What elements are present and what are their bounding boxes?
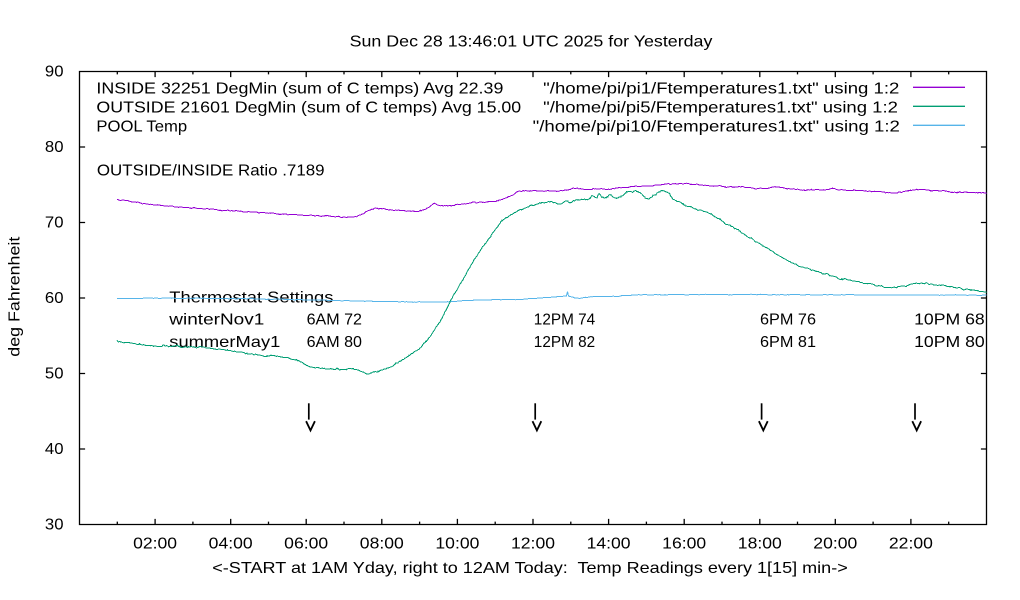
- svg-text:22:00: 22:00: [889, 536, 933, 553]
- svg-text:10:00: 10:00: [435, 536, 479, 553]
- svg-text:OUTSIDE 21601 DegMin (sum of C: OUTSIDE 21601 DegMin (sum of C temps) Av…: [96, 99, 521, 116]
- svg-text:10PM 80: 10PM 80: [914, 334, 985, 351]
- svg-text:"/home/pi/pi5/Ftemperatures1.t: "/home/pi/pi5/Ftemperatures1.txt" using …: [543, 99, 898, 116]
- svg-text:50: 50: [45, 366, 64, 383]
- svg-text:12PM 82: 12PM 82: [534, 334, 595, 351]
- svg-text:winterNov1: winterNov1: [168, 312, 264, 329]
- svg-text:6AM 72: 6AM 72: [307, 312, 363, 329]
- svg-text:deg Fahrenheit: deg Fahrenheit: [7, 236, 24, 357]
- svg-text:POOL Temp: POOL Temp: [96, 118, 187, 135]
- svg-text:"/home/pi/pi10/Ftemperatures1.: "/home/pi/pi10/Ftemperatures1.txt" using…: [533, 118, 900, 135]
- svg-text:70: 70: [45, 215, 64, 232]
- svg-text:02:00: 02:00: [133, 536, 177, 553]
- svg-text:6AM 80: 6AM 80: [307, 334, 363, 351]
- svg-text:60: 60: [45, 290, 64, 307]
- svg-text:40: 40: [45, 441, 64, 458]
- svg-text:summerMay1: summerMay1: [169, 334, 280, 351]
- svg-text:Sun Dec 28 13:46:01 UTC 2025 f: Sun Dec 28 13:46:01 UTC 2025 for Yesterd…: [350, 34, 713, 51]
- svg-text:20:00: 20:00: [813, 536, 857, 553]
- svg-text:12:00: 12:00: [511, 536, 555, 553]
- svg-text:90: 90: [45, 64, 64, 81]
- svg-text:14:00: 14:00: [587, 536, 631, 553]
- svg-text:12PM 74: 12PM 74: [534, 312, 595, 329]
- svg-text:6PM 76: 6PM 76: [760, 312, 816, 329]
- svg-text:INSIDE 32251 DegMin (sum of C: INSIDE 32251 DegMin (sum of C temps) Avg…: [96, 80, 503, 97]
- svg-text:16:00: 16:00: [662, 536, 706, 553]
- svg-text:04:00: 04:00: [209, 536, 253, 553]
- svg-text:<-START at 1AM Yday, right to: <-START at 1AM Yday, right to 12AM Today…: [212, 560, 848, 577]
- svg-text:Thermostat Settings: Thermostat Settings: [169, 290, 333, 307]
- svg-text:6PM 81: 6PM 81: [760, 334, 816, 351]
- svg-text:80: 80: [45, 139, 64, 156]
- svg-text:"/home/pi/pi1/Ftemperatures1.t: "/home/pi/pi1/Ftemperatures1.txt" using …: [543, 80, 899, 97]
- svg-text:18:00: 18:00: [738, 536, 782, 553]
- svg-text:10PM 68: 10PM 68: [914, 312, 985, 329]
- svg-text:30: 30: [45, 517, 64, 534]
- svg-text:OUTSIDE/INSIDE Ratio .7189: OUTSIDE/INSIDE Ratio .7189: [97, 163, 325, 180]
- svg-text:08:00: 08:00: [360, 536, 404, 553]
- svg-text:06:00: 06:00: [284, 536, 328, 553]
